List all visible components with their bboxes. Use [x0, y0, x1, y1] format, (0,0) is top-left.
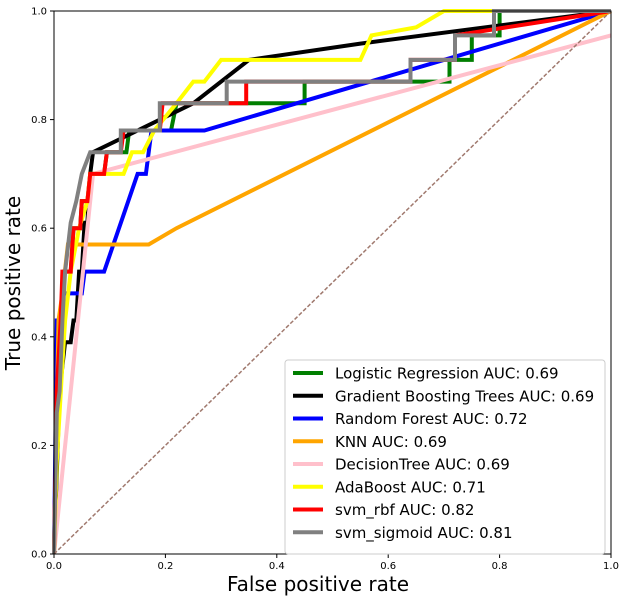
y-tick-label: 0.0 — [31, 550, 47, 561]
legend-entry: Logistic Regression AUC: 0.69 — [335, 365, 559, 383]
y-axis-label: True positive rate — [1, 196, 25, 371]
reference-diagonal — [53, 10, 612, 555]
x-tick-label: 0.4 — [269, 561, 285, 572]
x-tick-label: 0.2 — [157, 561, 173, 572]
series-line-gradient-boosting-trees — [52, 9, 612, 555]
series-lines — [52, 9, 612, 555]
reference-line — [53, 10, 612, 555]
legend-entry: svm_sigmoid AUC: 0.81 — [335, 524, 513, 543]
legend-entry: svm_rbf AUC: 0.82 — [335, 501, 474, 520]
legend-entry: DecisionTree AUC: 0.69 — [335, 456, 510, 474]
legend: Logistic Regression AUC: 0.69 Gradient Bo… — [284, 359, 606, 555]
x-tick-label: 1.0 — [603, 561, 619, 572]
legend-entry: AdaBoost AUC: 0.71 — [335, 478, 486, 496]
y-tick-label: 0.4 — [31, 332, 47, 343]
x-tick-label: 0.8 — [492, 561, 508, 572]
legend-box — [284, 359, 606, 555]
x-axis-ticks: 0.0 0.2 0.4 0.6 0.8 1.0 — [46, 554, 619, 572]
legend-entry: Random Forest AUC: 0.72 — [335, 410, 528, 428]
y-axis-ticks: 0.0 0.2 0.4 0.6 0.8 1.0 — [31, 7, 54, 561]
x-tick-label: 0.6 — [380, 561, 396, 572]
y-tick-label: 0.8 — [31, 115, 47, 126]
x-axis-label: False positive rate — [227, 572, 409, 596]
legend-entry: KNN AUC: 0.69 — [335, 433, 447, 451]
series-line-adaboost — [52, 9, 611, 555]
y-tick-label: 1.0 — [31, 7, 47, 18]
series-line-svm-sigmoid — [52, 9, 611, 555]
x-tick-label: 0.0 — [46, 561, 62, 572]
y-tick-label: 0.6 — [31, 224, 47, 235]
legend-entry: Gradient Boosting Trees AUC: 0.69 — [335, 387, 594, 405]
y-tick-label: 0.2 — [31, 441, 47, 452]
